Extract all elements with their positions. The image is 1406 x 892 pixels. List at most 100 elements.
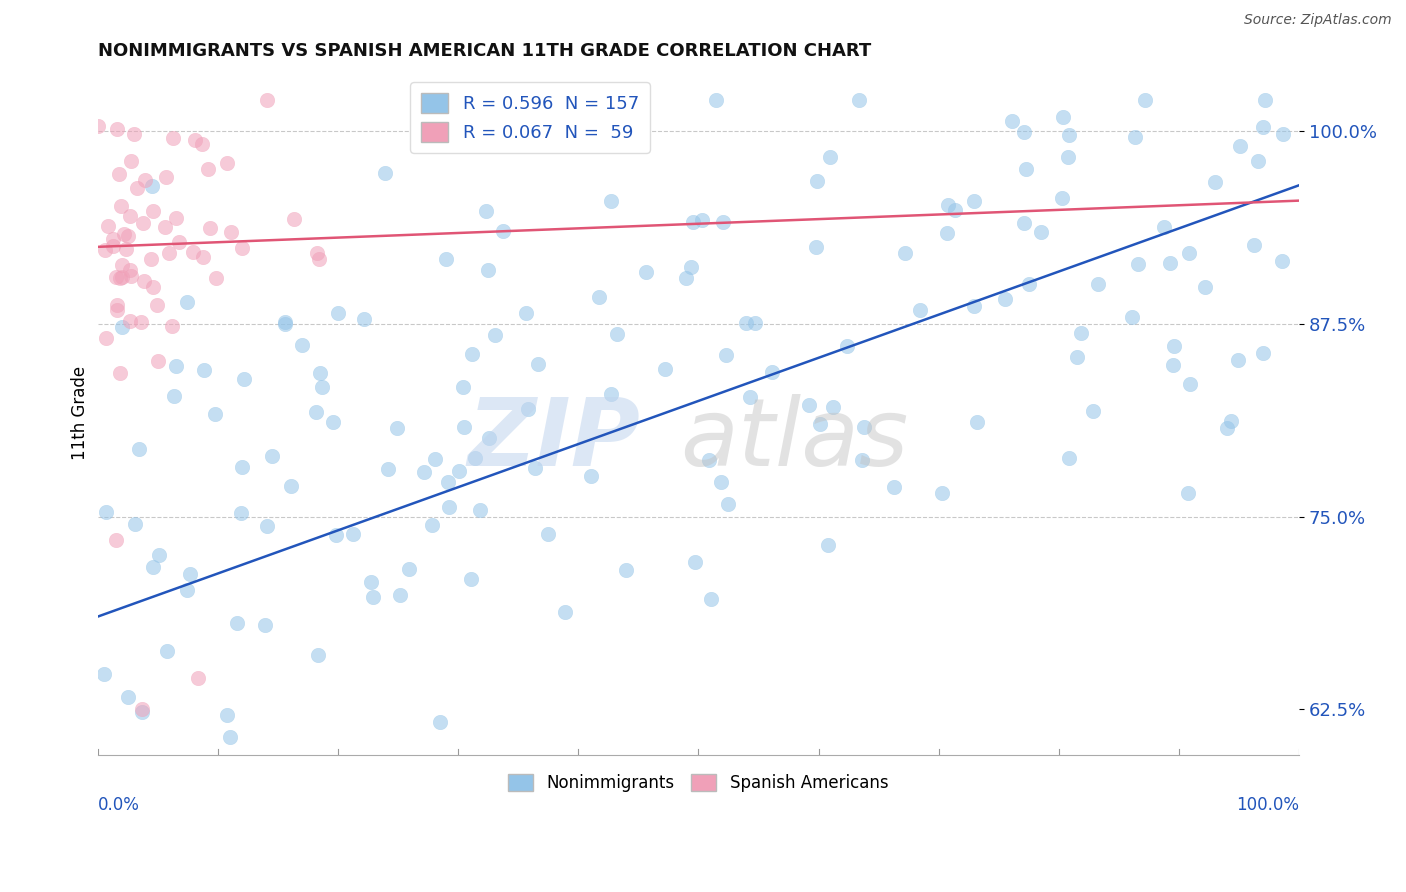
- Text: NONIMMIGRANTS VS SPANISH AMERICAN 11TH GRADE CORRELATION CHART: NONIMMIGRANTS VS SPANISH AMERICAN 11TH G…: [97, 42, 870, 60]
- Point: [434, 252, 457, 266]
- Point: [353, 311, 375, 326]
- Point: [117, 229, 139, 244]
- Point: [111, 320, 134, 334]
- Point: [231, 507, 253, 521]
- Point: [962, 300, 984, 314]
- Point: [1161, 358, 1184, 372]
- Point: [1052, 110, 1074, 124]
- Point: [1219, 414, 1241, 428]
- Point: [738, 390, 761, 404]
- Point: [1226, 352, 1249, 367]
- Point: [477, 263, 499, 277]
- Point: [908, 303, 931, 318]
- Point: [679, 260, 702, 274]
- Point: [308, 252, 330, 266]
- Point: [187, 671, 209, 685]
- Point: [1215, 421, 1237, 435]
- Point: [385, 421, 408, 435]
- Point: [1128, 257, 1150, 271]
- Point: [197, 162, 219, 177]
- Point: [711, 214, 734, 228]
- Point: [1050, 191, 1073, 205]
- Point: [515, 305, 537, 319]
- Point: [291, 338, 314, 352]
- Point: [1163, 339, 1185, 353]
- Point: [110, 199, 132, 213]
- Point: [96, 330, 118, 344]
- Point: [1123, 130, 1146, 145]
- Point: [936, 227, 959, 241]
- Point: [157, 246, 180, 260]
- Point: [714, 348, 737, 362]
- Point: [894, 245, 917, 260]
- Point: [342, 527, 364, 541]
- Text: 100.0%: 100.0%: [1236, 797, 1299, 814]
- Point: [118, 263, 141, 277]
- Point: [588, 290, 610, 304]
- Point: [1272, 127, 1295, 141]
- Point: [436, 475, 458, 489]
- Point: [943, 203, 966, 218]
- Point: [1271, 254, 1294, 268]
- Point: [231, 460, 253, 475]
- Point: [818, 150, 841, 164]
- Point: [682, 215, 704, 229]
- Point: [1014, 216, 1036, 230]
- Point: [94, 505, 117, 519]
- Text: 0.0%: 0.0%: [97, 797, 139, 814]
- Point: [190, 136, 212, 151]
- Point: [141, 203, 163, 218]
- Point: [523, 461, 546, 475]
- Point: [142, 560, 165, 574]
- Point: [217, 708, 239, 723]
- Point: [204, 407, 226, 421]
- Point: [87, 119, 110, 133]
- Point: [360, 574, 382, 589]
- Point: [690, 213, 713, 227]
- Point: [821, 400, 844, 414]
- Point: [374, 165, 396, 179]
- Point: [274, 317, 297, 331]
- Point: [131, 706, 153, 720]
- Point: [101, 239, 124, 253]
- Point: [808, 417, 831, 431]
- Point: [308, 366, 330, 380]
- Point: [124, 516, 146, 531]
- Point: [1029, 225, 1052, 239]
- Y-axis label: 11th Grade: 11th Grade: [72, 366, 89, 459]
- Point: [1001, 114, 1024, 128]
- Point: [437, 500, 460, 514]
- Point: [179, 566, 201, 581]
- Point: [132, 273, 155, 287]
- Point: [492, 224, 515, 238]
- Point: [429, 714, 451, 729]
- Point: [1254, 94, 1277, 108]
- Point: [527, 357, 550, 371]
- Point: [852, 419, 875, 434]
- Point: [1243, 238, 1265, 252]
- Point: [120, 314, 142, 328]
- Point: [111, 269, 134, 284]
- Point: [361, 590, 384, 604]
- Point: [146, 298, 169, 312]
- Point: [1070, 326, 1092, 340]
- Point: [200, 220, 222, 235]
- Point: [1204, 175, 1226, 189]
- Point: [700, 591, 723, 606]
- Point: [132, 216, 155, 230]
- Point: [1056, 150, 1078, 164]
- Point: [305, 405, 328, 419]
- Point: [104, 269, 127, 284]
- Point: [274, 315, 297, 329]
- Point: [101, 232, 124, 246]
- Point: [616, 564, 638, 578]
- Point: [1153, 220, 1175, 235]
- Point: [412, 465, 434, 479]
- Point: [142, 280, 165, 294]
- Point: [453, 420, 475, 434]
- Point: [683, 555, 706, 569]
- Point: [799, 398, 821, 412]
- Point: [1251, 346, 1274, 360]
- Point: [181, 244, 204, 259]
- Point: [233, 372, 256, 386]
